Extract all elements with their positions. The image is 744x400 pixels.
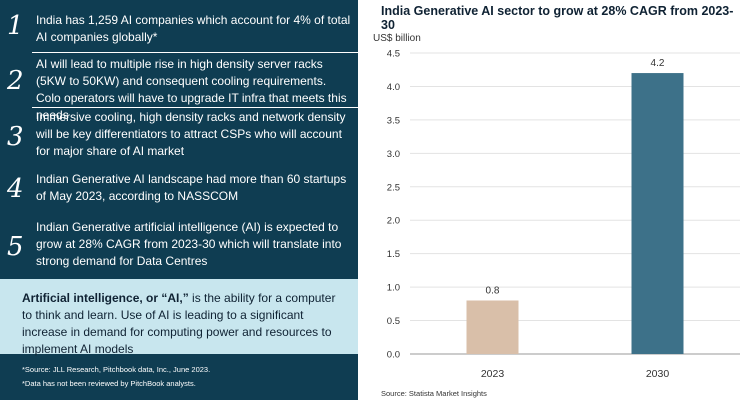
y-tick-label: 4.5 (387, 49, 400, 60)
point-number: 3 (7, 122, 24, 152)
y-tick-label: 0.0 (387, 350, 400, 361)
footnotes: *Source: JLL Research, Pitchbook data, I… (22, 363, 352, 391)
data-label: 0.8 (486, 285, 500, 296)
point-text: AI will lead to multiple rise in high de… (36, 57, 347, 122)
divider (32, 52, 358, 53)
x-tick-label: 2030 (646, 368, 670, 380)
point-number: 5 (7, 232, 24, 262)
ai-definition-term: Artificial intelligence, or “AI,” (22, 291, 189, 305)
ai-definition-text: is the ability for a computer to think a… (22, 291, 336, 356)
y-axis-label: US$ billion (373, 33, 421, 44)
point-text: Immersive cooling, high density racks an… (36, 110, 346, 158)
y-tick-label: 2.5 (387, 182, 400, 193)
y-tick-label: 1.0 (387, 283, 400, 294)
data-label: 4.2 (651, 58, 665, 69)
ai-definition-box: Artificial intelligence, or “AI,” is the… (0, 279, 358, 356)
footnote-1: *Source: JLL Research, Pitchbook data, I… (22, 365, 211, 374)
chart-title: India Generative AI sector to grow at 28… (381, 4, 734, 32)
point-number: 2 (7, 66, 24, 96)
point-text: Indian Generative AI landscape had more … (36, 172, 347, 203)
point-text: India has 1,259 AI companies which accou… (36, 13, 351, 44)
y-tick-label: 3.0 (387, 149, 400, 160)
point-text: Indian Generative artificial intelligenc… (36, 220, 342, 268)
x-tick-label: 2023 (481, 368, 505, 380)
y-tick-label: 0.5 (387, 316, 400, 327)
y-tick-label: 3.5 (387, 115, 400, 126)
footnote-2: *Data has not been reviewed by PitchBook… (22, 379, 196, 388)
chart-source: Source: Statista Market Insights (381, 389, 487, 398)
point-number: 4 (7, 174, 24, 204)
divider (32, 107, 358, 108)
point-number: 1 (7, 11, 24, 41)
y-tick-label: 1.5 (387, 249, 400, 260)
y-tick-label: 4.0 (387, 82, 400, 93)
y-tick-label: 2.0 (387, 216, 400, 227)
bar-2023 (466, 300, 519, 354)
ai-definition: Artificial intelligence, or “AI,” is the… (22, 290, 348, 358)
left-panel: 1 India has 1,259 AI companies which acc… (0, 0, 358, 400)
bar-2030 (631, 73, 684, 355)
